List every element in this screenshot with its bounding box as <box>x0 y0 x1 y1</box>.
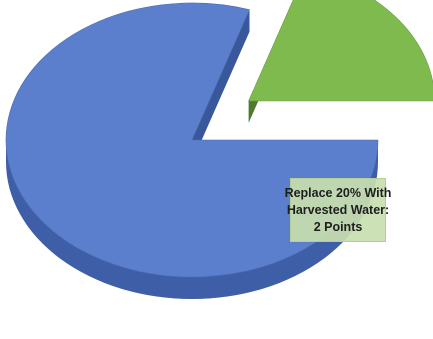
pie-slice-0-cut-face-end <box>192 9 250 162</box>
pie-slice-0-side <box>6 140 378 299</box>
callout-line-2: Harvested Water: <box>286 202 390 217</box>
slice-callout-label: Replace 20% With Harvested Water: 2 Poin… <box>285 178 391 242</box>
pie-slice-0 <box>5 2 379 299</box>
pie-slice-1-top <box>248 0 433 102</box>
callout-line-1: Replace 20% With <box>284 185 392 200</box>
callout-line-3: 2 Points <box>313 219 363 234</box>
pie-slice-1 <box>248 0 433 123</box>
